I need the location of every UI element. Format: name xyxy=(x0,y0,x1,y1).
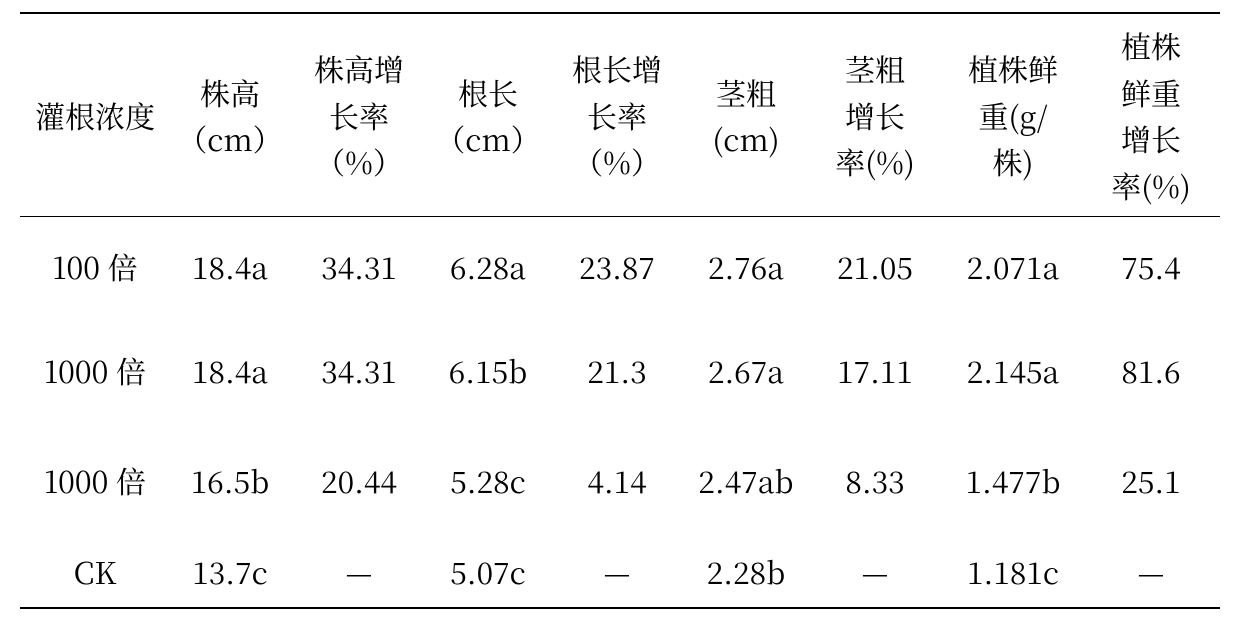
header-text: 率(%) xyxy=(1111,163,1191,207)
cell-value: 20.44 xyxy=(290,425,428,535)
header-text: 根长增 xyxy=(572,46,662,90)
header-text: （%） xyxy=(573,139,661,183)
header-text: 株高 xyxy=(200,70,260,114)
cell-value: 21.05 xyxy=(806,217,944,316)
header-text: 茎粗 xyxy=(716,70,776,114)
col-header-plant-height: 株高 （cm） xyxy=(170,13,290,217)
header-text: 增长 xyxy=(1121,116,1181,160)
cell-value: 2.76a xyxy=(686,217,806,316)
cell-value: 4.14 xyxy=(548,425,686,535)
table-row: 1000 倍 16.5b 20.44 5.28c 4.14 2.47ab 8.3… xyxy=(20,425,1220,535)
header-text: （cm） xyxy=(177,116,282,160)
header-text: 鲜重 xyxy=(1121,70,1181,114)
col-header-root-length-growth: 根长增 长率 （%） xyxy=(548,13,686,217)
cell-value: 34.31 xyxy=(290,217,428,316)
cell-value: 2.47ab xyxy=(686,425,806,535)
header-text: （cm） xyxy=(435,116,540,160)
table-header-row: 灌根浓度 株高 （cm） 株高增 长率 （%） 根长 （cm） 根长增 长率 xyxy=(20,13,1220,217)
cell-value: 1.181c xyxy=(944,535,1082,608)
col-header-fresh-weight-growth: 植株 鲜重 增长 率(%) xyxy=(1082,13,1220,217)
cell-concentration: 100 倍 xyxy=(20,217,170,316)
cell-value: — xyxy=(806,535,944,608)
header-text: 增长 xyxy=(845,93,905,137)
cell-value: 6.15b xyxy=(428,315,548,425)
cell-value: 2.071a xyxy=(944,217,1082,316)
cell-value: 2.28b xyxy=(686,535,806,608)
col-header-concentration: 灌根浓度 xyxy=(20,13,170,217)
cell-concentration: 1000 倍 xyxy=(20,315,170,425)
data-table-container: 灌根浓度 株高 （cm） 株高增 长率 （%） 根长 （cm） 根长增 长率 xyxy=(0,0,1240,609)
col-header-stem-diameter: 茎粗 (cm) xyxy=(686,13,806,217)
cell-concentration: 1000 倍 xyxy=(20,425,170,535)
cell-value: 2.67a xyxy=(686,315,806,425)
cell-concentration: CK xyxy=(20,535,170,608)
cell-value: 81.6 xyxy=(1082,315,1220,425)
header-text: 根长 xyxy=(458,70,518,114)
cell-value: 8.33 xyxy=(806,425,944,535)
header-text: 长率 xyxy=(587,93,647,137)
header-text: 长率 xyxy=(329,93,389,137)
header-text: 灌根浓度 xyxy=(35,93,155,137)
header-text: 植株鲜 xyxy=(968,46,1058,90)
header-text: 茎粗 xyxy=(845,46,905,90)
table-row: CK 13.7c — 5.07c — 2.28b — 1.181c — xyxy=(20,535,1220,608)
header-text: 株高增 xyxy=(314,46,404,90)
data-table: 灌根浓度 株高 （cm） 株高增 长率 （%） 根长 （cm） 根长增 长率 xyxy=(20,12,1220,609)
cell-value: — xyxy=(290,535,428,608)
cell-value: 34.31 xyxy=(290,315,428,425)
table-row: 1000 倍 18.4a 34.31 6.15b 21.3 2.67a 17.1… xyxy=(20,315,1220,425)
cell-value: 5.07c xyxy=(428,535,548,608)
cell-value: 23.87 xyxy=(548,217,686,316)
cell-value: 17.11 xyxy=(806,315,944,425)
cell-value: 21.3 xyxy=(548,315,686,425)
cell-value: 2.145a xyxy=(944,315,1082,425)
cell-value: 1.477b xyxy=(944,425,1082,535)
header-text: 植株 xyxy=(1121,23,1181,67)
header-text: 重(g/ xyxy=(979,93,1048,137)
header-text: (cm) xyxy=(712,116,779,160)
cell-value: 18.4a xyxy=(170,315,290,425)
cell-value: — xyxy=(548,535,686,608)
header-text: 株) xyxy=(993,139,1034,183)
cell-value: 5.28c xyxy=(428,425,548,535)
cell-value: 6.28a xyxy=(428,217,548,316)
col-header-stem-diameter-growth: 茎粗 增长 率(%) xyxy=(806,13,944,217)
col-header-fresh-weight: 植株鲜 重(g/ 株) xyxy=(944,13,1082,217)
cell-value: 16.5b xyxy=(170,425,290,535)
table-row: 100 倍 18.4a 34.31 6.28a 23.87 2.76a 21.0… xyxy=(20,217,1220,316)
col-header-root-length: 根长 （cm） xyxy=(428,13,548,217)
cell-value: 18.4a xyxy=(170,217,290,316)
cell-value: 25.1 xyxy=(1082,425,1220,535)
col-header-plant-height-growth: 株高增 长率 （%） xyxy=(290,13,428,217)
cell-value: — xyxy=(1082,535,1220,608)
cell-value: 13.7c xyxy=(170,535,290,608)
header-text: 率(%) xyxy=(835,139,915,183)
cell-value: 75.4 xyxy=(1082,217,1220,316)
header-text: （%） xyxy=(315,139,403,183)
